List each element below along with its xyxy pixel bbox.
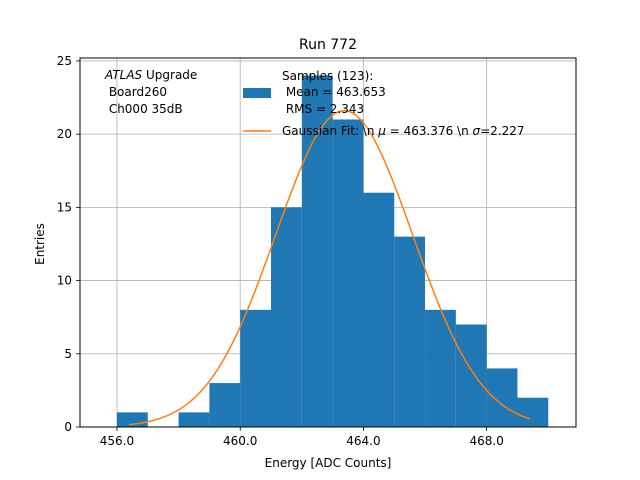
- y-tick-label: 20: [57, 127, 72, 141]
- y-tick-label: 10: [57, 274, 72, 288]
- histogram-bar: [178, 412, 210, 427]
- histogram-bar: [517, 397, 549, 427]
- annotation-channel: Ch000 35dB: [105, 102, 183, 116]
- x-tick-label: 464.0: [346, 434, 380, 448]
- x-axis-label: Energy [ADC Counts]: [265, 456, 392, 470]
- y-tick-label: 0: [64, 420, 72, 434]
- y-tick-label: 5: [64, 347, 72, 361]
- legend: Samples (123): Mean = 463.653 RMS = 2.34…: [243, 69, 525, 138]
- histogram-bar: [486, 368, 518, 427]
- legend-fit-label: Gaussian Fit: \n μ = 463.376 \n σ=2.227: [282, 124, 525, 138]
- legend-histogram-swatch: [243, 88, 271, 98]
- histogram-bar: [332, 119, 364, 427]
- x-tick-label: 468.0: [469, 434, 503, 448]
- histogram-bar: [209, 383, 241, 427]
- histogram-bar: [240, 309, 272, 427]
- annotation-upgrade: Upgrade: [142, 68, 197, 82]
- annotation-atlas: ATLAS: [104, 68, 143, 82]
- histogram-bar: [425, 309, 456, 427]
- chart-title: Run 772: [299, 37, 357, 53]
- atlas-annotation: ATLAS Upgrade Board260 Ch000 35dB: [104, 68, 197, 116]
- svg-text:ATLAS Upgrade: ATLAS Upgrade: [104, 68, 197, 82]
- x-tick-label: 456.0: [100, 434, 134, 448]
- legend-histogram-line-1: Samples (123):: [282, 69, 373, 83]
- y-tick-label: 15: [57, 200, 72, 214]
- y-tick-label: 25: [57, 54, 72, 68]
- axes-frame: [79, 57, 577, 428]
- axis-ticks: 456.0 460.0 464.0 468.0 0 5 10 15 20 25: [57, 54, 504, 448]
- gaussian-fit-line: [129, 109, 531, 426]
- histogram-bars: [116, 75, 549, 428]
- legend-histogram-line-3: RMS = 2.343: [282, 102, 364, 116]
- histogram-bar: [363, 192, 395, 427]
- x-tick-label: 460.0: [223, 434, 257, 448]
- histogram-bar: [394, 236, 426, 427]
- histogram-bar: [455, 324, 487, 427]
- legend-histogram-line-2: Mean = 463.653: [282, 85, 386, 99]
- annotation-board: Board260: [105, 85, 167, 99]
- histogram-bar: [271, 207, 302, 427]
- y-axis-label: Entries: [33, 223, 47, 265]
